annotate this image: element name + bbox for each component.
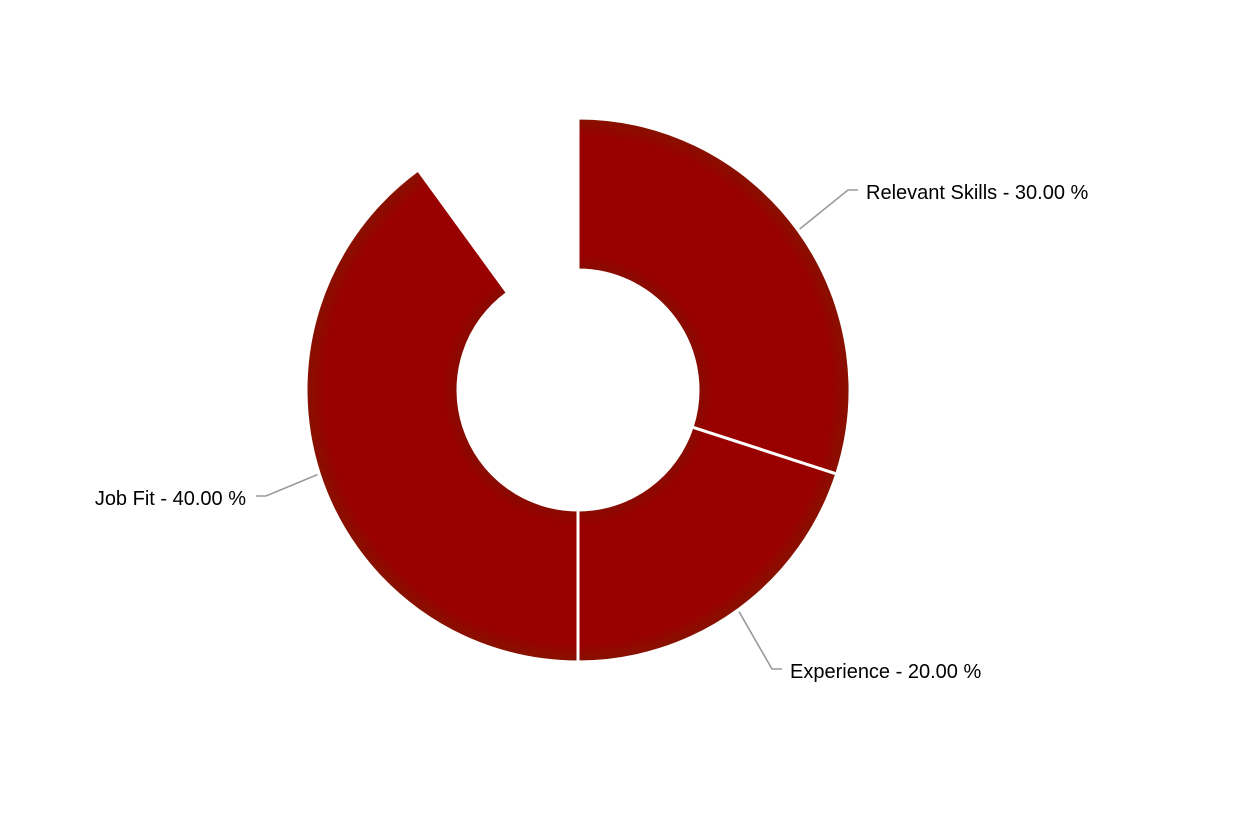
labels-layer: Relevant Skills - 30.00 % Experience - 2… (95, 182, 1089, 683)
slice-label-experience: Experience - 20.00 % (790, 661, 981, 683)
slice-label-relevant-skills: Relevant Skills - 30.00 % (866, 182, 1089, 204)
slice-job-fit[interactable] (304, 167, 580, 664)
leader-line-experience (738, 611, 782, 670)
leader-line-job-fit (256, 473, 318, 497)
slices-layer (304, 116, 852, 664)
slice-relevant-skills[interactable] (576, 116, 852, 476)
leader-line-relevant-skills (799, 189, 858, 230)
slice-label-job-fit: Job Fit - 40.00 % (95, 488, 246, 510)
slice-experience[interactable] (576, 425, 839, 664)
leaders-layer (256, 189, 858, 670)
